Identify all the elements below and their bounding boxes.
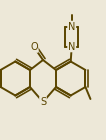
Text: N: N (68, 22, 75, 32)
Text: S: S (40, 97, 46, 107)
Text: O: O (30, 42, 38, 52)
Text: N: N (68, 41, 75, 52)
